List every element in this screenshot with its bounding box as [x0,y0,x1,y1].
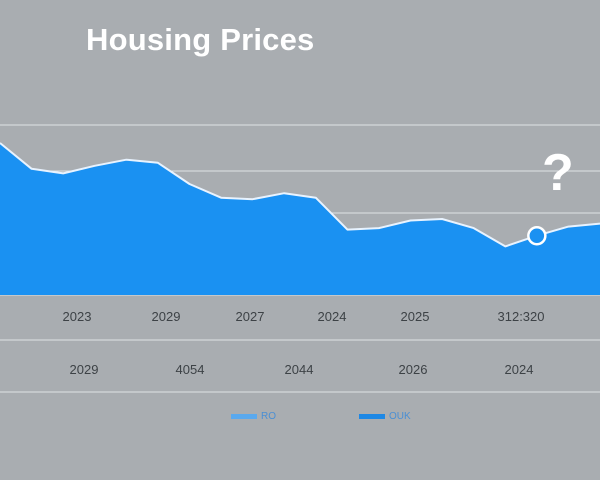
x-tick-label: 2024 [317,309,347,324]
legend-swatch [231,414,257,419]
x-tick-label: 2025 [400,309,430,324]
secondary-x-label: 2026 [398,362,428,377]
x-tick-label: 2027 [235,309,265,324]
secondary-x-label: 2044 [284,362,314,377]
question-mark-annotation: ? [542,144,574,202]
x-tick-label: 2023 [62,309,92,324]
x-tick-label: 312:320 [497,309,545,324]
legend-item-ouk[interactable]: OUK [359,411,411,422]
legend-swatch [359,414,385,419]
legend-item-ro[interactable]: RO [231,411,276,422]
price-line [0,142,600,248]
x-tick-label: 2029 [151,309,181,324]
secondary-x-label: 4054 [175,362,205,377]
chart-title: Housing Prices [86,22,315,57]
legend-label: RO [261,411,276,422]
price-area [0,143,600,295]
legend-label: OUK [389,411,411,422]
secondary-x-label: 2029 [69,362,99,377]
secondary-x-label: 2024 [504,362,534,377]
highlighted-point[interactable] [527,225,547,246]
